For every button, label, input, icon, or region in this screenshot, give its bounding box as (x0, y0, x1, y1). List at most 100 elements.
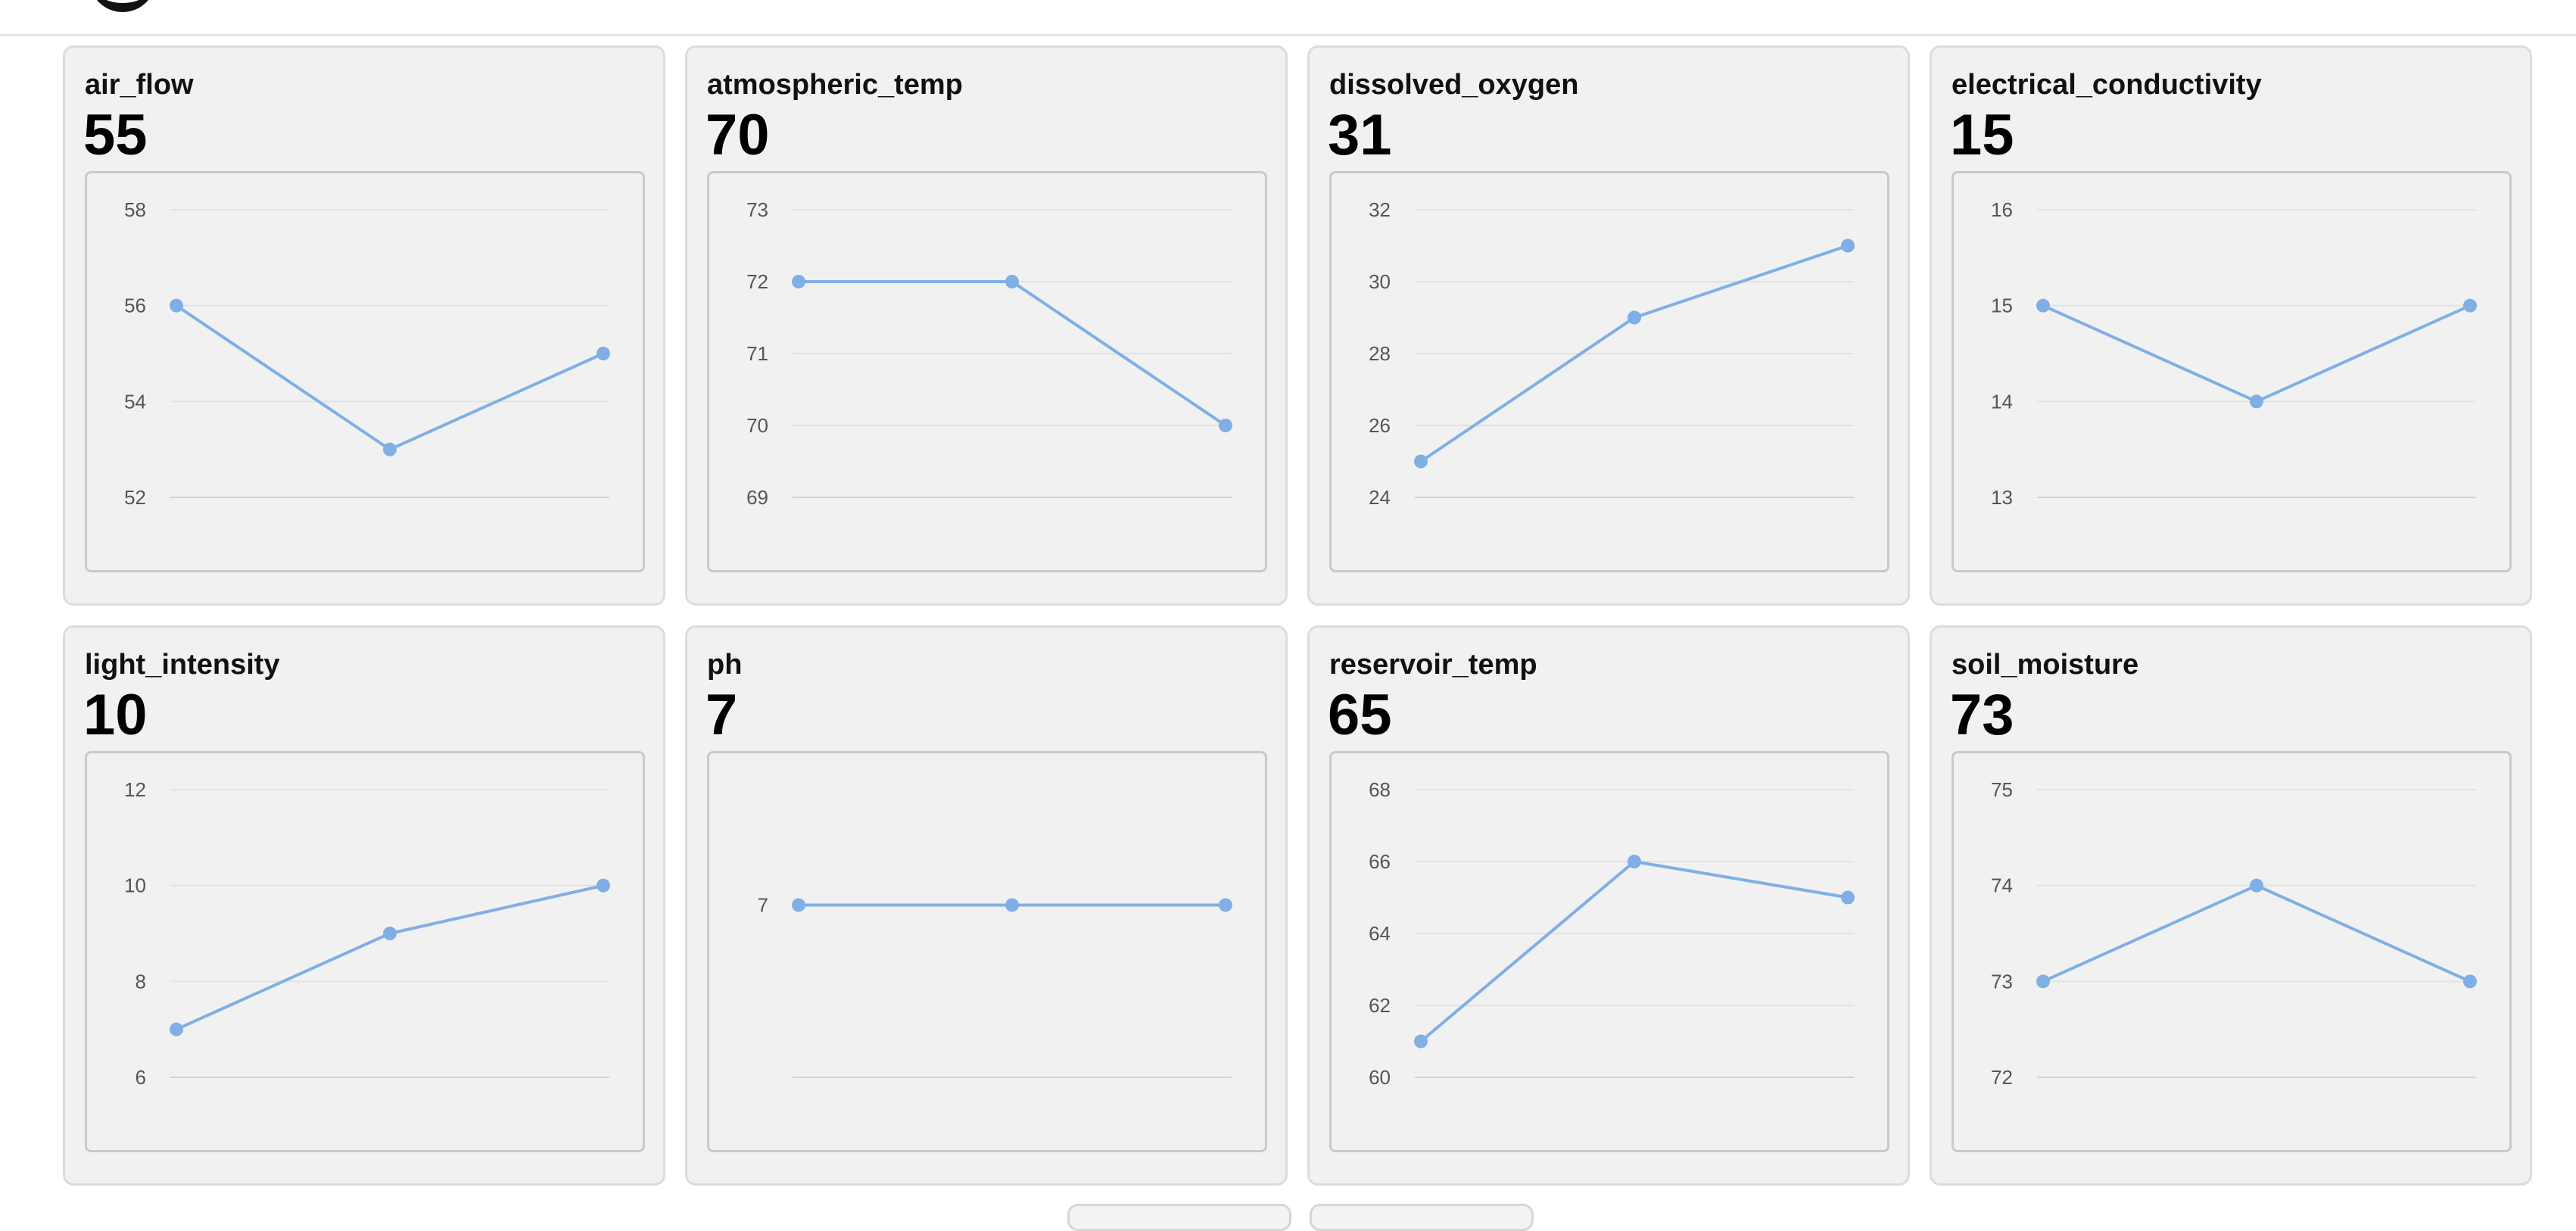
y-tick-label: 12 (124, 778, 146, 801)
line-chart: 7 (707, 751, 1267, 1152)
series-line (2042, 884, 2471, 983)
line-chart-svg: 12 10 8 6 (124, 778, 610, 1089)
sensor-card-atmospheric-temp[interactable]: atmospheric_temp 70 73 72 71 70 69 (685, 45, 1288, 606)
card-current-value: 73 (1950, 683, 2014, 747)
data-point (2463, 974, 2477, 989)
card-current-value: 70 (706, 103, 770, 167)
y-tick-label: 70 (746, 414, 768, 437)
card-current-value: 10 (83, 683, 148, 747)
y-tick-label: 74 (1991, 874, 2013, 897)
data-point (596, 347, 610, 360)
y-tick-label: 68 (1369, 778, 1391, 801)
data-point (1841, 890, 1855, 905)
y-tick-label: 26 (1369, 414, 1391, 437)
line-chart: 58 56 54 52 (85, 171, 645, 572)
line-chart: 73 72 71 70 69 (707, 171, 1267, 572)
line-chart-svg: 73 72 71 70 69 (746, 198, 1232, 509)
data-point (2036, 974, 2050, 989)
data-point (170, 1022, 183, 1036)
line-chart: 12 10 8 6 (85, 751, 645, 1152)
data-point (1219, 898, 1232, 912)
bottom-tab-button[interactable] (1310, 1204, 1534, 1231)
series-line (2042, 304, 2471, 404)
y-tick-label: 66 (1369, 850, 1391, 873)
sensor-card-light-intensity[interactable]: light_intensity 10 12 10 8 6 (63, 625, 665, 1186)
y-tick-label: 64 (1369, 922, 1391, 945)
line-chart-svg: 75 74 73 72 (1991, 778, 2477, 1089)
y-tick-label: 52 (124, 486, 146, 509)
line-chart: 68 66 64 62 60 (1329, 751, 1889, 1152)
card-current-value: 65 (1328, 683, 1392, 747)
data-point (1628, 310, 1641, 325)
y-tick-label: 32 (1369, 198, 1391, 221)
y-tick-label: 71 (746, 342, 768, 365)
series-line (176, 884, 604, 1031)
data-point (2036, 298, 2050, 313)
card-title: air_flow (85, 69, 194, 101)
data-point (2250, 394, 2263, 409)
data-point (792, 898, 805, 912)
sensor-card-reservoir-temp[interactable]: reservoir_temp 65 68 66 64 62 60 (1307, 625, 1910, 1186)
y-tick-label: 10 (124, 874, 146, 897)
top-header-bar (0, 0, 2576, 36)
card-title: electrical_conductivity (1951, 69, 2262, 101)
line-chart-svg: 32 30 28 26 24 (1369, 198, 1855, 509)
line-chart-svg: 58 56 54 52 (124, 198, 610, 509)
sensor-card-dissolved-oxygen[interactable]: dissolved_oxygen 31 32 30 28 26 24 (1307, 45, 1910, 606)
bottom-tab-button[interactable] (1067, 1204, 1291, 1231)
card-current-value: 7 (706, 683, 738, 747)
y-tick-label: 69 (746, 486, 768, 509)
card-current-value: 31 (1328, 103, 1392, 167)
card-title: atmospheric_temp (707, 69, 963, 101)
data-point (1414, 1034, 1428, 1049)
sensor-card-electrical-conductivity[interactable]: electrical_conductivity 15 16 15 14 13 (1930, 45, 2532, 606)
y-tick-label: 73 (1991, 970, 2013, 993)
card-title: soil_moisture (1951, 649, 2139, 681)
data-point (383, 927, 397, 940)
data-point (1841, 238, 1855, 253)
y-tick-label: 60 (1369, 1066, 1391, 1089)
data-point (792, 275, 805, 288)
data-point (1628, 855, 1641, 868)
y-tick-label: 8 (135, 970, 146, 993)
y-tick-label: 13 (1991, 486, 2013, 509)
sensor-card-soil-moisture[interactable]: soil_moisture 73 75 74 73 72 (1930, 625, 2532, 1186)
card-current-value: 15 (1950, 103, 2014, 167)
y-tick-label: 54 (124, 390, 146, 413)
data-point (1005, 275, 1019, 288)
y-tick-label: 62 (1369, 994, 1391, 1017)
sensor-card-air-flow[interactable]: air_flow 55 58 56 54 52 (63, 45, 665, 606)
y-tick-label: 24 (1369, 486, 1391, 509)
y-tick-label: 30 (1369, 270, 1391, 293)
y-tick-label: 6 (135, 1066, 146, 1089)
y-tick-label: 28 (1369, 342, 1391, 365)
y-tick-label: 15 (1991, 295, 2013, 317)
sensor-card-ph[interactable]: ph 7 7 (685, 625, 1288, 1186)
line-chart-svg: 16 15 14 13 (1991, 198, 2477, 509)
data-point (1005, 898, 1019, 912)
data-point (170, 298, 183, 313)
y-tick-label: 73 (746, 198, 768, 221)
y-tick-label: 72 (746, 270, 768, 293)
series-line (175, 304, 604, 451)
data-point (2463, 298, 2477, 313)
line-chart: 75 74 73 72 (1951, 751, 2512, 1152)
data-point (383, 442, 397, 457)
line-chart-svg: 68 66 64 62 60 (1369, 778, 1855, 1089)
y-tick-label: 56 (124, 295, 146, 317)
y-tick-label: 58 (124, 198, 146, 221)
card-title: dissolved_oxygen (1329, 69, 1579, 101)
y-tick-label: 75 (1991, 778, 2013, 801)
data-point (596, 878, 610, 893)
data-point (1219, 419, 1232, 432)
data-point (2250, 878, 2263, 893)
y-tick-label: 14 (1991, 390, 2013, 413)
data-point (1414, 454, 1428, 469)
card-title: reservoir_temp (1329, 649, 1537, 681)
line-chart-svg: 7 (758, 893, 1232, 1078)
y-tick-label: 16 (1991, 198, 2013, 221)
series-line (1419, 860, 1849, 1043)
y-tick-label: 7 (758, 893, 768, 916)
y-tick-label: 72 (1991, 1066, 2013, 1089)
card-current-value: 55 (83, 103, 148, 167)
